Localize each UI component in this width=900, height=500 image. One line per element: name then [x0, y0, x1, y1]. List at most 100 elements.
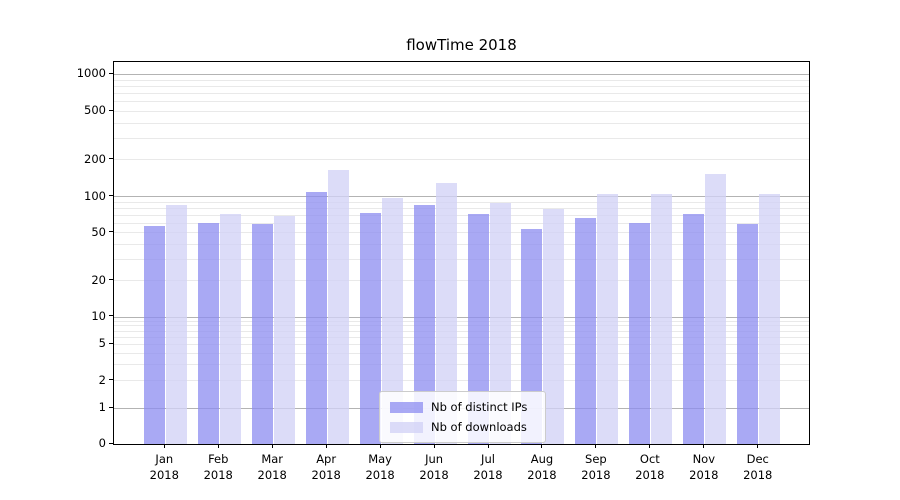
bar-downloads: [651, 193, 673, 444]
gridline-minor: [114, 325, 809, 327]
x-tick-label: Sep 2018: [568, 451, 624, 483]
x-tick-year: 2018: [257, 468, 287, 482]
x-tick-label: Dec 2018: [730, 451, 786, 483]
bar-distinct-ips: [305, 191, 327, 444]
bar-downloads: [759, 194, 781, 444]
x-tick-mark: [379, 444, 381, 448]
y-tick-label: 500: [84, 103, 106, 118]
x-tick-month: Mar: [261, 452, 284, 466]
x-tick-label: Mar 2018: [244, 451, 300, 483]
bar-downloads: [705, 173, 727, 444]
bar-distinct-ips: [359, 212, 381, 444]
gridline-minor: [114, 330, 809, 332]
x-tick-label: Jan 2018: [136, 451, 192, 483]
y-tick-label: 2: [98, 372, 106, 387]
y-tick-label: 10: [91, 308, 106, 323]
x-tick-mark: [649, 444, 651, 448]
y-tick-mark: [109, 231, 113, 233]
gridline-minor: [114, 280, 809, 282]
x-tick-year: 2018: [203, 468, 233, 482]
x-tick-mark: [325, 444, 327, 448]
bar-downloads: [165, 205, 187, 444]
x-tick-month: Feb: [208, 452, 229, 466]
gridline-minor: [114, 122, 809, 124]
y-tick-mark: [109, 158, 113, 160]
gridline-minor: [114, 352, 809, 354]
y-tick-label: 1: [98, 400, 106, 414]
bar-distinct-ips: [251, 224, 273, 444]
bar-distinct-ips: [143, 225, 165, 444]
x-tick-mark: [541, 444, 543, 448]
gridline-major: [114, 74, 809, 75]
gridline-minor: [114, 232, 809, 234]
x-tick-year: 2018: [527, 468, 557, 482]
x-tick-mark: [757, 444, 759, 448]
gridline-minor: [114, 243, 809, 245]
y-tick-label: 50: [91, 224, 106, 239]
x-tick-mark: [271, 444, 273, 448]
y-tick-label: 100: [84, 188, 106, 203]
gridline-minor: [114, 101, 809, 103]
gridline-minor: [114, 380, 809, 382]
gridline-minor: [114, 259, 809, 261]
y-tick-mark: [109, 406, 113, 408]
y-tick-mark: [109, 442, 113, 444]
gridline-minor: [114, 137, 809, 139]
y-tick-label: 5: [98, 336, 106, 351]
bar-downloads: [435, 182, 457, 444]
bar-distinct-ips: [737, 224, 759, 444]
x-tick-year: 2018: [581, 468, 611, 482]
bar-downloads: [381, 197, 403, 444]
legend-label-distinct-ips: Nb of distinct IPs: [431, 400, 528, 414]
gridline-minor: [114, 92, 809, 94]
bar-downloads: [489, 203, 511, 444]
x-tick-month: May: [368, 452, 392, 466]
bar-distinct-ips: [467, 213, 489, 444]
gridline-minor: [114, 85, 809, 87]
y-tick-mark: [109, 72, 113, 74]
x-tick-month: Jun: [425, 452, 444, 466]
x-tick-year: 2018: [365, 468, 395, 482]
x-tick-label: Nov 2018: [676, 451, 732, 483]
y-tick-label: 200: [84, 151, 106, 166]
bar-downloads: [219, 214, 241, 444]
x-tick-label: Feb 2018: [190, 451, 246, 483]
gridline-minor: [114, 222, 809, 224]
gridline-minor: [114, 110, 809, 112]
x-tick-month: Dec: [746, 452, 769, 466]
bar-distinct-ips: [683, 213, 705, 444]
x-tick-month: Jan: [155, 452, 174, 466]
x-tick-year: 2018: [149, 468, 179, 482]
y-tick-mark: [109, 315, 113, 317]
gridline-minor: [114, 159, 809, 161]
x-tick-year: 2018: [419, 468, 449, 482]
bar-distinct-ips: [413, 205, 435, 444]
bar-distinct-ips: [629, 223, 651, 444]
y-tick-label: 1000: [76, 66, 106, 81]
chart-title: flowTime 2018: [406, 36, 517, 54]
legend: Nb of distinct IPs Nb of downloads: [379, 391, 546, 443]
gridline-minor: [114, 207, 809, 209]
x-tick-label: Oct 2018: [622, 451, 678, 483]
x-tick-year: 2018: [635, 468, 665, 482]
y-tick-label: 20: [91, 272, 106, 287]
x-tick-mark: [217, 444, 219, 448]
y-tick-mark: [109, 195, 113, 196]
legend-swatch-distinct-ips: [390, 401, 423, 413]
x-tick-mark: [433, 444, 435, 448]
bar-downloads: [543, 208, 565, 444]
x-tick-month: Apr: [316, 452, 337, 466]
y-tick-label: 0: [98, 436, 106, 450]
bar-downloads: [273, 215, 295, 444]
x-tick-label: Jul 2018: [460, 451, 516, 483]
x-tick-label: May 2018: [352, 451, 408, 483]
gridline-major: [114, 316, 809, 318]
gridline-minor: [114, 79, 809, 81]
x-tick-year: 2018: [743, 468, 773, 482]
x-tick-label: Apr 2018: [298, 451, 354, 483]
y-tick-mark: [109, 109, 113, 111]
gridline-major: [114, 196, 809, 198]
x-tick-month: Oct: [639, 452, 660, 466]
x-tick-mark: [595, 444, 597, 448]
bar-distinct-ips: [575, 218, 597, 444]
